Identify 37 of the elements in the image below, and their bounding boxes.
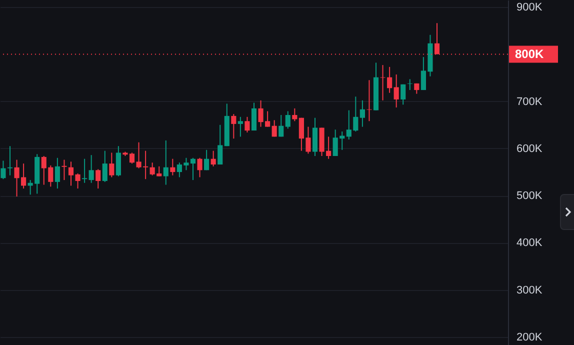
candlestick: [285, 110, 290, 130]
y-tick-label: 600K: [516, 142, 543, 155]
candlestick: [218, 124, 223, 165]
candlestick: [62, 159, 67, 181]
candlestick: [54, 157, 60, 190]
ref-line-label: 800K: [515, 47, 544, 62]
candlestick: [394, 74, 399, 108]
candlestick: [400, 84, 406, 106]
candlestick: [360, 100, 365, 128]
candlestick: [238, 116, 243, 138]
candlestick: [210, 150, 216, 167]
candlestick: [7, 146, 13, 176]
candlestick: [366, 80, 372, 122]
candlestick: [88, 154, 94, 184]
candlestick: [197, 157, 202, 178]
y-tick-label: 400K: [516, 237, 543, 250]
candlestick: [204, 149, 210, 171]
y-tick-label: 200K: [516, 331, 543, 344]
y-tick-label: 300K: [516, 284, 543, 296]
candlestick: [116, 146, 121, 177]
candlestick: [82, 158, 88, 184]
candlestick: [170, 158, 176, 176]
candlestick: [272, 120, 277, 138]
candlestick: [407, 78, 412, 91]
candlestick: [231, 114, 236, 140]
candlestick: [251, 102, 257, 132]
candlestick: [163, 140, 168, 186]
candlestick: [278, 114, 284, 138]
candlestick: [96, 168, 101, 190]
candlestick: [102, 150, 108, 182]
y-tick-label: 700K: [516, 96, 543, 108]
candlestick: [0, 160, 6, 180]
y-tick-label: 900K: [516, 2, 543, 14]
candlestick: [292, 108, 298, 122]
candlestick: [109, 152, 114, 178]
y-tick-label: 500K: [516, 190, 543, 202]
candlestick: [244, 116, 250, 133]
